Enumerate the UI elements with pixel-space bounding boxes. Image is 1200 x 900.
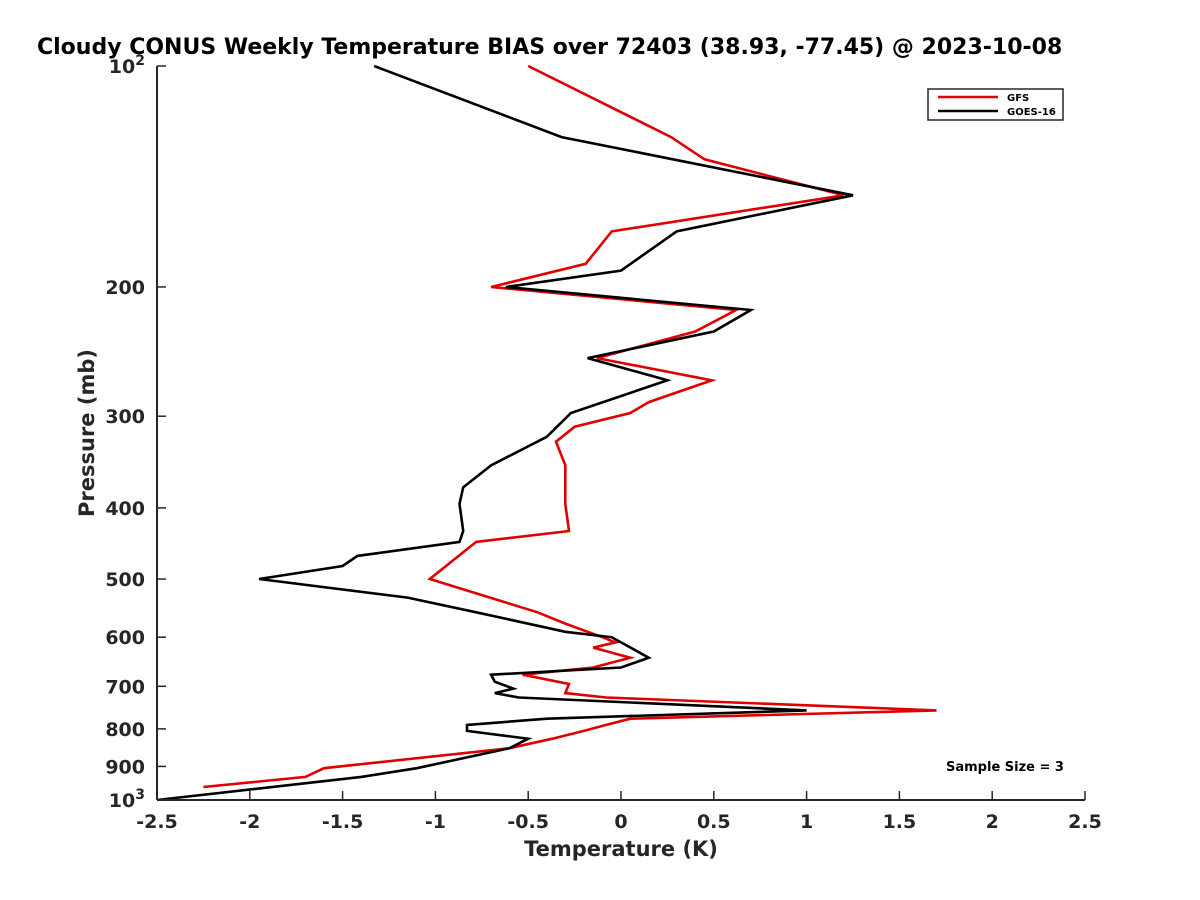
- y-tick-label: 102: [109, 53, 145, 78]
- x-tick-label: 0: [614, 811, 627, 833]
- y-tick-label: 700: [105, 676, 145, 698]
- x-tick-label: 1.5: [883, 811, 917, 833]
- x-tick-label: -1: [425, 811, 446, 833]
- y-tick-label: 800: [105, 719, 145, 741]
- series-line-goes16: [156, 64, 854, 802]
- x-tick-label: 2: [986, 811, 999, 833]
- chart-title: Cloudy CONUS Weekly Temperature BIAS ove…: [37, 35, 1062, 60]
- y-tick-label: 900: [105, 756, 145, 778]
- y-tick-label: 103: [109, 787, 145, 812]
- series-line-gfs: [203, 64, 937, 789]
- legend-label-goes16: GOES-16: [1007, 107, 1056, 118]
- x-ticks: -2.5 -2 -1.5 -1 -0.5 0 0.5 1 1.5 2 2.5: [136, 791, 1102, 833]
- x-tick-label: 2.5: [1068, 811, 1102, 833]
- x-tick-label: -2.5: [136, 811, 178, 833]
- legend-box: [927, 88, 1064, 121]
- sample-size-annotation: Sample Size = 3: [946, 760, 1064, 775]
- y-tick-label: 300: [105, 406, 145, 428]
- x-tick-label: -1.5: [322, 811, 364, 833]
- y-tick-label: 400: [105, 498, 145, 520]
- y-tick-label: 200: [105, 277, 145, 299]
- x-axis-label: Temperature (K): [524, 837, 718, 861]
- x-tick-label: 0.5: [697, 811, 731, 833]
- x-tick-label: -0.5: [507, 811, 549, 833]
- y-tick-label: 600: [105, 627, 145, 649]
- y-axis-label: Pressure (mb): [75, 349, 99, 517]
- y-tick-label: 500: [105, 569, 145, 591]
- x-tick-label: 1: [800, 811, 813, 833]
- legend: GFS GOES-16: [927, 88, 1064, 121]
- y-ticks: 102 200 300 400 500 600 700 800 900 103: [105, 53, 166, 812]
- series-layer: [156, 64, 937, 802]
- legend-label-gfs: GFS: [1007, 93, 1029, 104]
- x-tick-label: -2: [239, 811, 260, 833]
